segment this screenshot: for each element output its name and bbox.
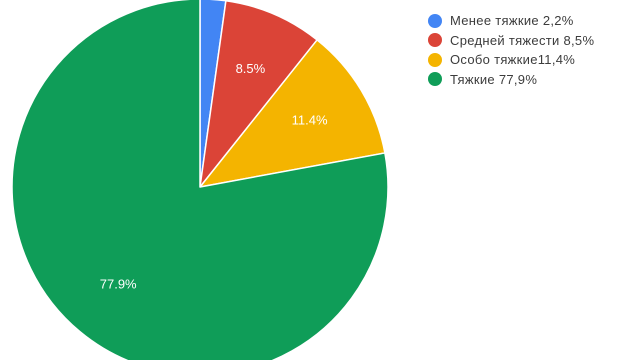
- legend-label-0: Менее тяжкие 2,2%: [450, 13, 574, 29]
- legend-item-2: Особо тяжкие11,4%: [428, 50, 594, 70]
- legend-item-0: Менее тяжкие 2,2%: [428, 11, 594, 31]
- legend-swatch-1: [428, 33, 442, 48]
- legend-item-1: Средней тяжести 8,5%: [428, 31, 594, 51]
- chart-legend: Менее тяжкие 2,2% Средней тяжести 8,5% Осо…: [428, 11, 594, 89]
- pie-chart-plot: 8.5% 11.4% 77.9%: [11, 0, 389, 360]
- legend-item-3: Тяжкие 77,9%: [428, 70, 594, 90]
- pie-slice-2: [199, 39, 386, 188]
- pie-data-label-1: 8.5%: [236, 61, 266, 76]
- pie-slice-1: [199, 0, 318, 188]
- pie-data-label-2: 11.4%: [292, 113, 328, 128]
- legend-label-2: Особо тяжкие11,4%: [450, 52, 576, 68]
- legend-label-1: Средней тяжести 8,5%: [450, 32, 595, 48]
- pie-slices: [11, 0, 389, 360]
- legend-label-3: Тяжкие 77,9%: [450, 71, 538, 87]
- pie-data-label-3: 77.9%: [100, 277, 137, 292]
- legend-swatch-0: [428, 13, 442, 28]
- legend-swatch-3: [428, 72, 442, 87]
- legend-swatch-2: [428, 52, 442, 67]
- pie-slice-3: [11, 0, 389, 360]
- pie-data-labels: 8.5% 11.4% 77.9%: [100, 61, 328, 292]
